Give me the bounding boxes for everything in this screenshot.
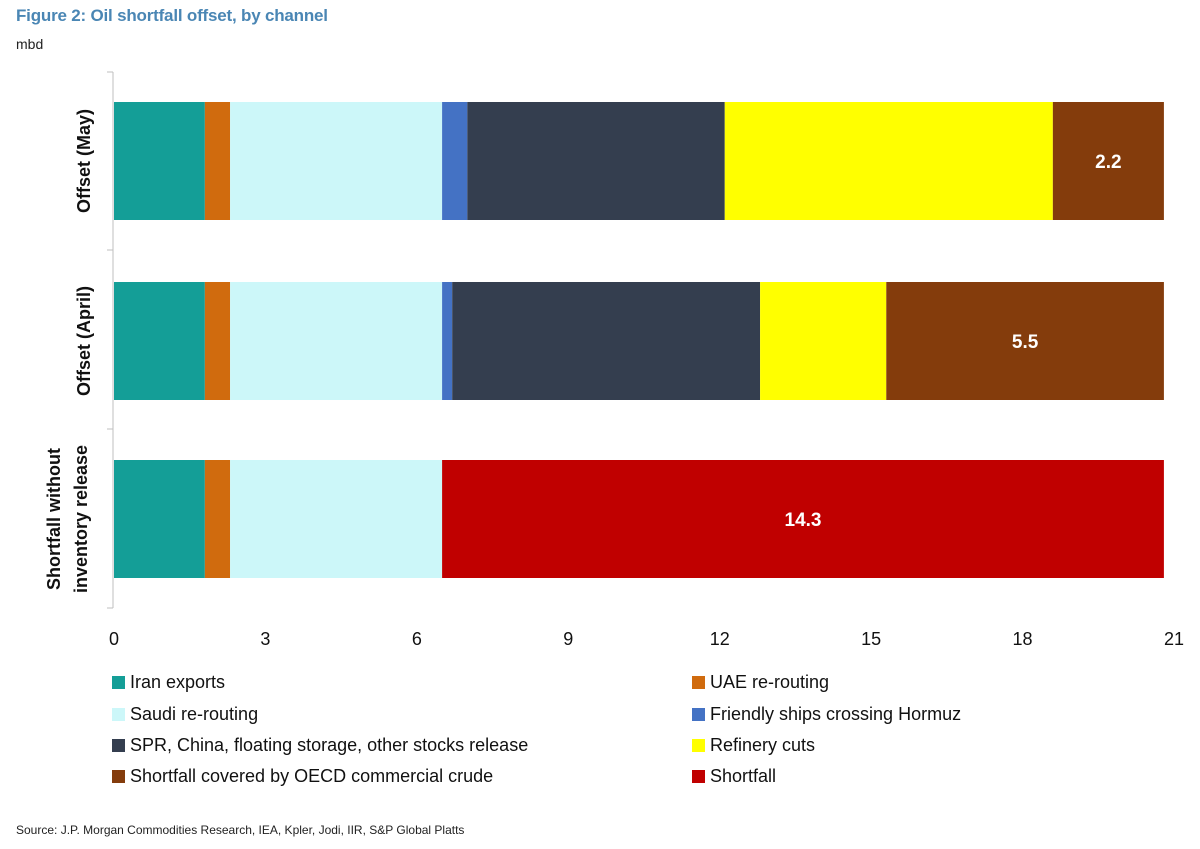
bar-segment-offset-april-spr-china-floating-storage-other-stocks-release (452, 282, 761, 400)
x-tick-label: 0 (109, 629, 119, 649)
x-tick-label: 15 (861, 629, 881, 649)
bar-segment-shortfall-without-inventory-release-saudi-re-routing (230, 460, 443, 578)
x-tick-label: 21 (1164, 629, 1184, 649)
x-tick-label: 9 (563, 629, 573, 649)
bar-segment-shortfall-without-inventory-release-shortfall (442, 460, 1164, 578)
category-label: Offset (April) (74, 286, 94, 396)
bar-segment-offset-may-iran-exports (114, 102, 205, 220)
bar-segment-offset-may-friendly-ships-crossing-hormuz (442, 102, 468, 220)
bar-segment-offset-may-saudi-re-routing (230, 102, 443, 220)
data-label: 14.3 (785, 510, 822, 531)
bar-segment-offset-may-uae-re-routing (204, 102, 231, 220)
bar-segment-offset-april-saudi-re-routing (230, 282, 443, 400)
category-label: Offset (May) (74, 109, 94, 213)
bar-segment-offset-may-refinery-cuts (724, 102, 1053, 220)
bar-segment-offset-april-friendly-ships-crossing-hormuz (442, 282, 453, 400)
bar-segment-shortfall-without-inventory-release-iran-exports (114, 460, 205, 578)
category-label: Shortfall without (44, 448, 64, 590)
bar-segment-shortfall-without-inventory-release-uae-re-routing (204, 460, 231, 578)
x-tick-label: 3 (260, 629, 270, 649)
x-tick-label: 18 (1013, 629, 1033, 649)
bar-segment-offset-april-refinery-cuts (760, 282, 887, 400)
x-tick-label: 12 (710, 629, 730, 649)
bar-segment-offset-may-spr-china-floating-storage-other-stocks-release (467, 102, 725, 220)
chart-title: Figure 2: Oil shortfall offset, by chann… (16, 6, 328, 25)
data-label: 2.2 (1095, 152, 1121, 173)
category-label: inventory release (71, 445, 91, 593)
source-note: Source: J.P. Morgan Commodities Research… (16, 823, 465, 837)
x-tick-label: 6 (412, 629, 422, 649)
unit-label: mbd (16, 36, 44, 52)
data-label: 5.5 (1012, 332, 1039, 353)
bar-segment-offset-april-iran-exports (114, 282, 205, 400)
bar-segment-offset-april-uae-re-routing (204, 282, 231, 400)
bar-segment-offset-april-shortfall-covered-by-oecd-commercial-crude (886, 282, 1164, 400)
bar-segment-offset-may-shortfall-covered-by-oecd-commercial-crude (1052, 102, 1164, 220)
